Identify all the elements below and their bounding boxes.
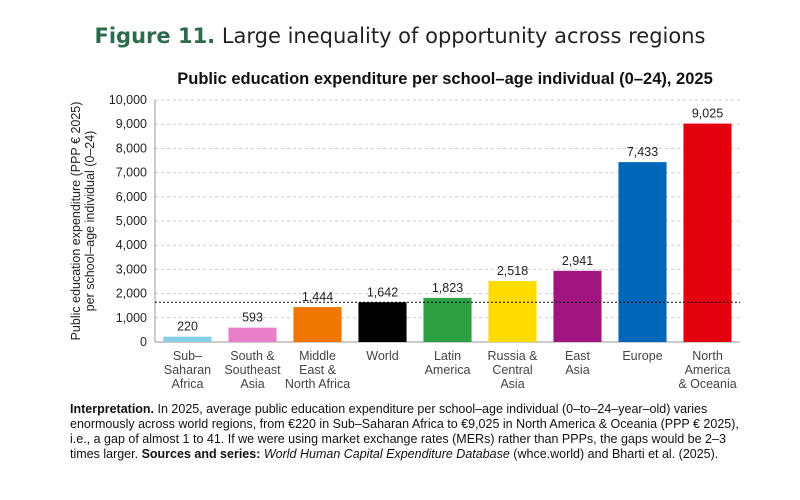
bar: [293, 307, 342, 342]
value-label: 7,433: [627, 145, 658, 159]
x-tick-label: South & Southeast Asia: [224, 349, 281, 391]
bar: [228, 327, 277, 342]
x-tick-label: World: [366, 349, 398, 363]
y-tick-label: 6,000: [116, 190, 147, 204]
chart: Public education expenditure per school–…: [69, 70, 740, 391]
y-tick-label: 5,000: [116, 214, 147, 228]
x-tick-label: Russia & Central Asia: [487, 349, 538, 391]
y-tick-label: 1,000: [116, 311, 147, 325]
value-label: 2,941: [562, 254, 593, 268]
bar: [683, 123, 732, 342]
x-tick-label: East Asia: [565, 349, 591, 377]
x-tick-label: Latin America: [425, 349, 471, 377]
bar: [553, 270, 602, 342]
note-segment: Sources and series:: [141, 447, 261, 461]
y-tick-label: 9,000: [116, 117, 147, 131]
value-label: 1,642: [367, 285, 398, 299]
y-tick-label: 3,000: [116, 262, 147, 276]
y-tick-label: 2,000: [116, 287, 147, 301]
bar: [358, 302, 407, 342]
y-tick-label: 0: [140, 335, 147, 349]
chart-title: Public education expenditure per school–…: [177, 70, 713, 88]
y-tick-label: 8,000: [116, 141, 147, 155]
y-axis-label: Public education expenditure (PPP € 2025…: [69, 102, 97, 341]
note: Interpretation. In 2025, average public …: [70, 402, 740, 462]
value-label: 220: [177, 320, 198, 334]
bar: [163, 336, 212, 342]
y-tick-label: 10,000: [109, 93, 147, 107]
x-tick-label: Middle East & North Africa: [285, 349, 350, 391]
x-tick-label: North America & Oceania: [678, 349, 736, 391]
x-tick-label: Europe: [622, 349, 662, 363]
value-label: 1,444: [302, 290, 333, 304]
value-label: 1,823: [432, 281, 463, 295]
value-label: 2,518: [497, 264, 528, 278]
value-label: 593: [242, 311, 263, 325]
figure-heading: Figure 11. Large inequality of opportuni…: [0, 24, 800, 48]
figure-label: Figure 11.: [94, 24, 216, 48]
note-segment: In 2025, average public education expend…: [70, 402, 743, 461]
figure-title: Large inequality of opportunity across r…: [221, 24, 706, 48]
bar: [618, 162, 667, 342]
bar: [423, 297, 472, 342]
value-label: 9,025: [692, 107, 723, 121]
note-segment: (whce.world) and Bharti et al. (2025).: [509, 447, 719, 461]
note-segment: World Human Capital Expenditure Database: [263, 447, 510, 461]
y-tick-label: 4,000: [116, 238, 147, 252]
y-tick-label: 7,000: [116, 166, 147, 180]
x-tick-label: Sub– Saharan Africa: [164, 349, 211, 391]
bar: [488, 281, 537, 342]
note-segment: Interpretation.: [70, 402, 155, 416]
